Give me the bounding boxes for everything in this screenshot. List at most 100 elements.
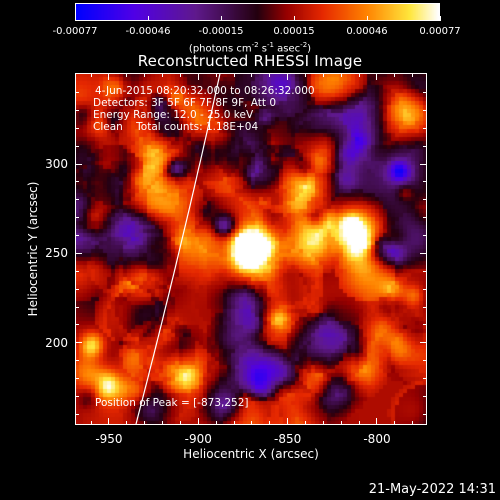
axis-tick-mark [144, 421, 146, 425]
axis-tick-mark [322, 73, 324, 77]
colorbar-tick-label: 0.00015 [273, 26, 315, 37]
axis-tick-mark [197, 73, 199, 80]
axis-tick-mark [423, 360, 427, 362]
axis-tick-mark [75, 92, 79, 94]
axis-tick-mark [75, 199, 79, 201]
axis-tick-mark [269, 73, 271, 77]
colorbar-tick-label: 0.00046 [346, 26, 388, 37]
axis-tick-mark [287, 418, 289, 425]
colorbar-tick-label: -0.00077 [52, 26, 98, 37]
axis-tick-mark [75, 181, 79, 183]
axis-tick-mark [197, 418, 199, 425]
axis-tick-mark [75, 395, 79, 397]
axis-tick-mark [423, 235, 427, 237]
axis-tick-mark [75, 270, 79, 272]
y-tick-label: 300 [45, 157, 68, 172]
axis-tick-mark [75, 342, 82, 344]
axis-tick-mark [423, 413, 427, 415]
axis-tick-mark [75, 163, 82, 165]
limb-overlay [135, 73, 221, 425]
axis-tick-mark [75, 110, 79, 112]
x-tick-label: -950 [95, 432, 123, 446]
colorbar-tick-mark [220, 16, 222, 21]
axis-tick-mark [423, 270, 427, 272]
colorbar-tick-label: -0.00015 [198, 26, 244, 37]
axis-tick-mark [376, 418, 378, 425]
axis-tick-mark [322, 421, 324, 425]
peak-position-label: Position of Peak = [-873,252] [95, 397, 249, 409]
axis-tick-mark [126, 421, 128, 425]
axis-tick-mark [75, 324, 79, 326]
axis-tick-mark [126, 73, 128, 77]
axis-tick-mark [162, 73, 164, 77]
axis-tick-mark [394, 421, 396, 425]
colorbar-tick-label: 0.00077 [419, 26, 461, 37]
axis-tick-mark [162, 421, 164, 425]
axis-tick-mark [423, 127, 427, 129]
axis-tick-mark [423, 145, 427, 147]
axis-tick-mark [215, 421, 217, 425]
colorbar [75, 3, 440, 21]
axis-tick-mark [412, 73, 414, 77]
info-energy-range: Energy Range: 12.0 - 25.0 keV [93, 109, 254, 121]
info-detectors: Detectors: 3F 5F 6F 7F 8F 9F, Att 0 [93, 97, 277, 109]
axis-tick-mark [75, 413, 79, 415]
axis-tick-mark [75, 127, 79, 129]
axis-tick-mark [75, 360, 79, 362]
axis-tick-mark [304, 73, 306, 77]
axis-tick-mark [423, 324, 427, 326]
plot-timestamp: 21-May-2022 14:31 [368, 482, 496, 497]
axis-tick-mark [376, 73, 378, 80]
axis-tick-mark [358, 73, 360, 77]
axis-tick-mark [423, 395, 427, 397]
x-tick-label: -850 [274, 432, 302, 446]
axis-tick-mark [251, 73, 253, 77]
axis-tick-mark [420, 163, 427, 165]
axis-tick-mark [358, 421, 360, 425]
axis-tick-mark [108, 418, 110, 425]
axis-tick-mark [423, 181, 427, 183]
x-axis-label: Heliocentric X (arcsec) [183, 447, 319, 461]
axis-tick-mark [233, 421, 235, 425]
colorbar-units-label: (photons cm-2 s-1 asec-2) [188, 41, 312, 55]
x-tick-label: -900 [184, 432, 212, 446]
info-clean-counts: Clean Total counts: 1.18E+04 [93, 121, 259, 133]
axis-tick-mark [423, 92, 427, 94]
colorbar-tick-mark [74, 16, 76, 21]
axis-tick-mark [420, 252, 427, 254]
axis-tick-mark [75, 252, 82, 254]
axis-tick-mark [423, 306, 427, 308]
plot-title: Reconstructed RHESSI Image [137, 52, 363, 70]
axis-tick-mark [340, 73, 342, 77]
axis-tick-mark [90, 73, 92, 77]
axis-tick-mark [304, 421, 306, 425]
solar-limb-line [135, 73, 221, 425]
colorbar-tick-mark [366, 16, 368, 21]
axis-tick-mark [423, 217, 427, 219]
image-plot-area: 4-Jun-2015 08:20:32.000 to 08:26:32.000 … [75, 73, 427, 425]
y-axis-label: Heliocentric Y (arcsec) [26, 181, 40, 317]
y-tick-label: 200 [45, 335, 68, 350]
colorbar-tick-label: -0.00046 [125, 26, 171, 37]
axis-tick-mark [90, 421, 92, 425]
axis-tick-mark [233, 73, 235, 77]
axis-tick-mark [394, 73, 396, 77]
axis-tick-mark [75, 235, 79, 237]
colorbar-tick-mark [293, 16, 295, 21]
axis-tick-mark [75, 378, 79, 380]
axis-tick-mark [423, 288, 427, 290]
axis-tick-mark [75, 217, 79, 219]
axis-tick-mark [423, 199, 427, 201]
reconstructed-image-heatmap [75, 73, 427, 425]
axis-tick-mark [179, 73, 181, 77]
axis-tick-mark [340, 421, 342, 425]
axis-tick-mark [75, 306, 79, 308]
axis-tick-mark [412, 421, 414, 425]
axis-tick-mark [108, 73, 110, 80]
axis-tick-mark [423, 378, 427, 380]
axis-tick-mark [251, 421, 253, 425]
axis-tick-mark [75, 145, 79, 147]
axis-tick-mark [423, 110, 427, 112]
axis-tick-mark [144, 73, 146, 77]
axis-tick-mark [287, 73, 289, 80]
